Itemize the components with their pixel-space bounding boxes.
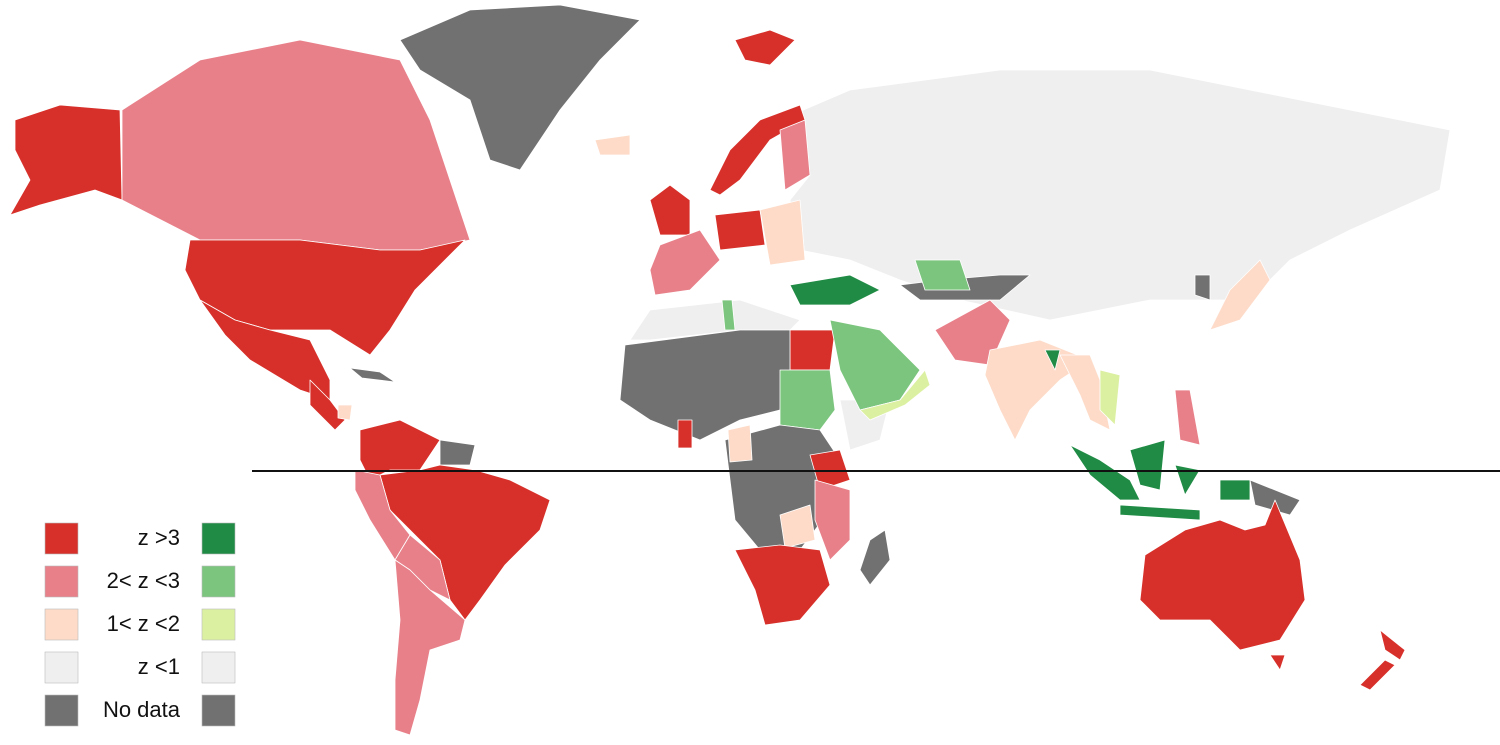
legend-label: 2< z <3 [107, 568, 180, 593]
country [779, 504, 816, 549]
legend-label: z >3 [138, 525, 180, 550]
country [779, 369, 836, 431]
country [439, 439, 476, 466]
country [349, 367, 396, 383]
country [184, 239, 466, 356]
country [9, 104, 123, 216]
country [1129, 439, 1166, 491]
country [199, 299, 331, 401]
country [121, 39, 471, 251]
legend-swatch [44, 651, 79, 684]
legend-swatch [201, 694, 236, 727]
country [859, 369, 931, 421]
country [1359, 659, 1396, 691]
country [914, 259, 971, 291]
country [594, 134, 631, 156]
country [1044, 349, 1061, 371]
country [1269, 654, 1286, 671]
legend-swatch [201, 651, 236, 684]
legend-swatch [201, 608, 236, 641]
legend-swatch [201, 522, 236, 555]
country [649, 229, 721, 296]
country [379, 464, 551, 621]
country [814, 479, 851, 561]
legend-label: z <1 [138, 654, 180, 679]
country [1209, 259, 1271, 331]
country [399, 4, 641, 171]
country [714, 209, 766, 251]
legend: z >3 2< z <3 1< z <2 z <1 No data [44, 522, 236, 727]
legend-label: 1< z <2 [107, 611, 180, 636]
country [1059, 354, 1111, 431]
country [727, 424, 753, 463]
country [1379, 629, 1406, 661]
country [1219, 479, 1251, 501]
country [779, 119, 811, 191]
country [394, 559, 466, 736]
country [1099, 369, 1121, 426]
country [789, 329, 836, 371]
country [1174, 389, 1201, 446]
country [779, 69, 1451, 321]
legend-swatch [44, 522, 79, 555]
country [734, 29, 796, 66]
country [759, 199, 806, 266]
country [1174, 464, 1201, 496]
country [789, 274, 881, 306]
country [734, 544, 831, 626]
legend-swatch [44, 608, 79, 641]
country [337, 404, 353, 421]
country [1139, 499, 1306, 651]
country [677, 419, 693, 449]
legend-label: No data [103, 697, 181, 722]
country [721, 299, 736, 331]
country [619, 329, 791, 441]
country [859, 529, 891, 586]
country [1119, 504, 1201, 521]
legend-swatch [44, 565, 79, 598]
country [1194, 274, 1211, 301]
country [1249, 479, 1301, 516]
country [309, 379, 346, 431]
country [984, 339, 1091, 441]
legend-swatch [201, 565, 236, 598]
country [649, 184, 691, 236]
countries [9, 4, 1451, 736]
legend-swatch [44, 694, 79, 727]
country [934, 299, 1011, 366]
country [1069, 444, 1141, 501]
